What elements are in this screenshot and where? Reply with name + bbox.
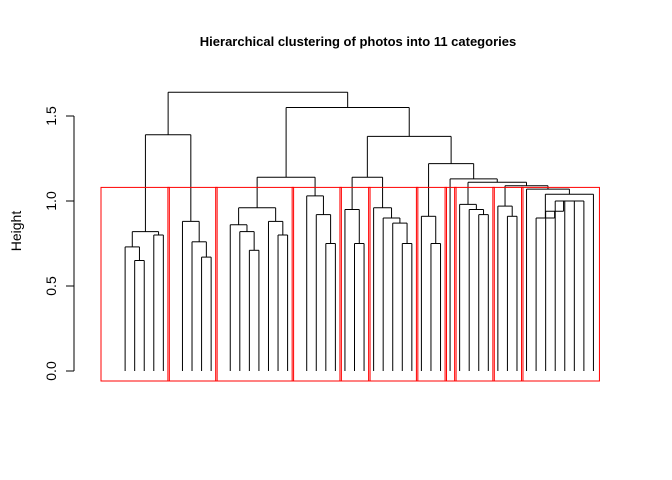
- cluster-box: [454, 186, 495, 382]
- chart-title: Hierarchical clustering of photos into 1…: [200, 34, 516, 49]
- cluster-box: [444, 186, 457, 382]
- cluster-box: [215, 186, 295, 382]
- cluster-box: [167, 186, 218, 382]
- y-axis-label: Height: [8, 211, 24, 252]
- cluster-boxes: [100, 186, 600, 382]
- y-tick-label: 0.0: [43, 361, 59, 381]
- cluster-box: [368, 186, 419, 382]
- cluster-box: [521, 186, 600, 382]
- cluster-box: [100, 186, 170, 382]
- cluster-box: [339, 186, 371, 382]
- cluster-box: [492, 186, 524, 382]
- y-axis: 0.0 0.5 1.0 1.5: [43, 106, 75, 381]
- y-tick-label: 1.5: [43, 106, 59, 126]
- dendrogram-branches: [124, 91, 594, 371]
- cluster-box: [415, 186, 448, 382]
- y-tick-label: 1.0: [43, 191, 59, 211]
- y-tick-group: 0.0 0.5 1.0 1.5: [43, 106, 74, 381]
- y-tick-label: 0.5: [43, 276, 59, 296]
- cluster-box: [291, 186, 342, 382]
